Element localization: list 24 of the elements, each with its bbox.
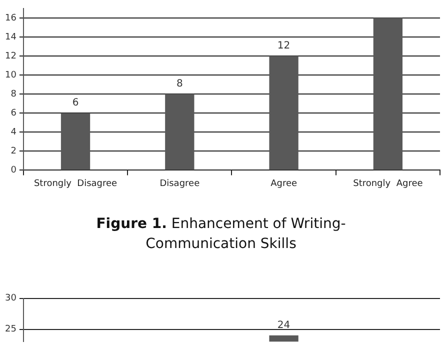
bar [60,113,90,170]
y-tick-label: 0 [10,166,17,176]
y-tick-label: 2 [10,146,16,157]
data-label: 24 [277,320,290,332]
y-tick-label: 10 [5,70,17,80]
y-tick-label: 8 [10,89,17,100]
y-tick-label: 6 [10,108,17,118]
data-label: 12 [277,40,290,52]
data-label: 8 [176,78,183,90]
y-tick-label: 14 [5,32,17,42]
x-tick-label: Strongly Disagree [34,178,118,189]
y-tick-label: 4 [10,127,17,138]
data-label: 6 [72,98,79,109]
x-tick-label: Strongly Agree [353,178,424,189]
text: Figure 1. Enhancement of Writing-Communication Skills [96,215,346,254]
x-tick-label: Disagree [160,178,200,189]
y-tick-label: 16 [5,13,17,24]
y-tick-label: 12 [5,51,16,62]
bar [269,56,298,170]
y-tick-label: 25 [5,324,16,335]
x-tick-label: Agree [270,178,298,189]
bar [373,18,403,170]
bar [165,94,194,170]
y-tick-label: 30 [5,294,17,304]
